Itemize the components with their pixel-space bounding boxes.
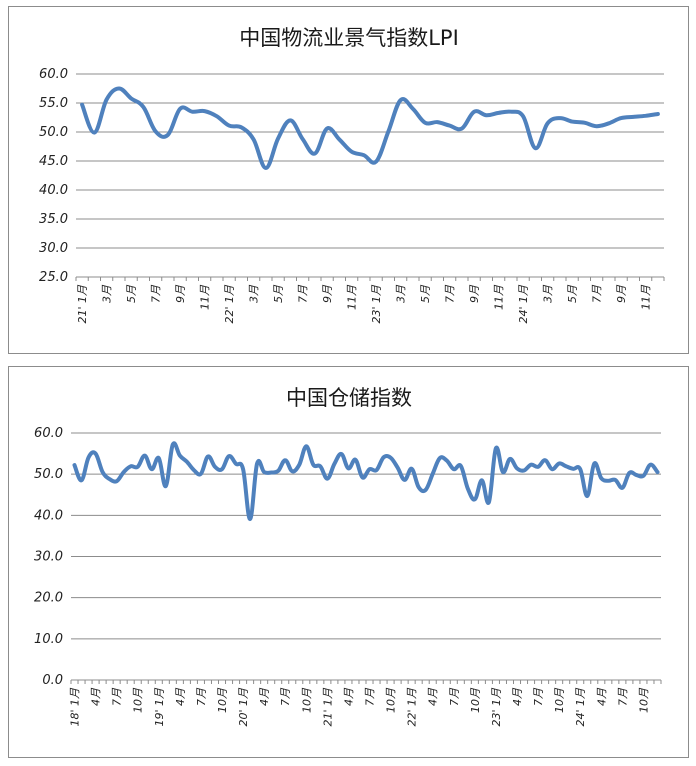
- lpi-line-chart: 中国物流业景气指数LPI 25.0 30.0 35.0 40.0 45.0 50.0 55.…: [39, 26, 665, 324]
- x-tick-label: 10月: [553, 687, 566, 713]
- x-axis-ticks: 18' 1月 4月 7月 10月 19' 1月 4月 7月 10月 20' 1月 4月 7月 10月 2…: [69, 680, 662, 727]
- x-tick-label: 22' 1月: [223, 284, 236, 324]
- x-tick-label: 11月: [346, 284, 359, 310]
- x-tick-label: 11月: [493, 284, 506, 310]
- series-layer: [80, 86, 660, 170]
- series-line: [72, 441, 660, 522]
- x-tick-label: 10月: [132, 687, 145, 713]
- x-tick-label: 22' 1月: [406, 687, 419, 727]
- y-tick-label: 40.0: [39, 183, 68, 198]
- x-tick-label: 3月: [542, 284, 555, 303]
- x-tick-label: 4月: [258, 687, 271, 706]
- x-tick-label: 5月: [125, 284, 138, 303]
- x-tick-label: 7月: [364, 687, 377, 706]
- x-tick-label: 24' 1月: [574, 687, 587, 727]
- y-axis-ticks: 25.0 30.0 35.0 40.0 45.0 50.0 55.0 60.0: [39, 67, 68, 285]
- x-tick-label: 4月: [427, 687, 440, 706]
- chart-panel-warehouse: 中国仓储指数 0.0 10.0 20.0 30.0 40.0 50.0 60.0 18' 1…: [8, 366, 689, 758]
- y-tick-label: 50.0: [34, 467, 63, 482]
- x-tick-label: 23' 1月: [370, 284, 383, 324]
- x-tick-label: 7月: [297, 284, 310, 303]
- x-tick-label: 9月: [321, 284, 334, 303]
- y-tick-label: 30.0: [39, 241, 68, 256]
- x-tick-label: 7月: [616, 687, 629, 706]
- x-tick-label: 7月: [448, 687, 461, 706]
- x-tick-label: 10月: [385, 687, 398, 713]
- x-tick-label: 7月: [195, 687, 208, 706]
- x-tick-label: 4月: [90, 687, 103, 706]
- chart-panel-lpi: 中国物流业景气指数LPI 25.0 30.0 35.0 40.0 45.0 50.0 55.…: [8, 6, 689, 354]
- x-tick-label: 10月: [300, 687, 313, 713]
- x-tick-label: 3月: [248, 284, 261, 303]
- x-tick-label: 21' 1月: [76, 284, 89, 324]
- y-tick-label: 20.0: [34, 591, 63, 606]
- x-tick-label: 24' 1月: [517, 284, 530, 324]
- x-tick-label: 11月: [640, 284, 653, 310]
- chart-title: 中国物流业景气指数LPI: [239, 26, 459, 50]
- x-tick-label: 5月: [419, 284, 432, 303]
- x-tick-label: 20' 1月: [237, 687, 250, 727]
- y-tick-label: 45.0: [39, 154, 68, 169]
- x-tick-label: 3月: [101, 284, 114, 303]
- x-tick-label: 4月: [342, 687, 355, 706]
- x-tick-label: 7月: [111, 687, 124, 706]
- y-tick-label: 60.0: [39, 67, 68, 82]
- x-tick-label: 21' 1月: [321, 687, 334, 727]
- x-tick-label: 9月: [615, 284, 628, 303]
- y-tick-label: 0.0: [42, 673, 63, 688]
- x-tick-label: 10月: [216, 687, 229, 713]
- x-axis-ticks: 21' 1月 3月 5月 7月 9月 11月 22' 1月 3月 5月 7月 9月 11月 23' 1月…: [75, 277, 665, 324]
- x-tick-label: 9月: [468, 284, 481, 303]
- warehouse-index-line-chart: 中国仓储指数 0.0 10.0 20.0 30.0 40.0 50.0 60.0 18' 1…: [34, 386, 662, 727]
- y-tick-label: 10.0: [34, 632, 63, 647]
- x-tick-label: 7月: [279, 687, 292, 706]
- y-tick-label: 25.0: [39, 270, 68, 285]
- x-tick-label: 9月: [174, 284, 187, 303]
- y-axis-ticks: 0.0 10.0 20.0 30.0 40.0 50.0 60.0: [34, 426, 63, 688]
- x-tick-label: 7月: [444, 284, 457, 303]
- y-tick-label: 40.0: [34, 508, 63, 523]
- series-layer: [72, 441, 660, 522]
- series-line: [80, 86, 660, 170]
- x-tick-label: 10月: [469, 687, 482, 713]
- y-tick-label: 30.0: [34, 550, 63, 565]
- x-tick-label: 7月: [591, 284, 604, 303]
- x-tick-label: 4月: [595, 687, 608, 706]
- x-tick-label: 7月: [150, 284, 163, 303]
- x-tick-label: 19' 1月: [153, 687, 166, 727]
- x-tick-label: 3月: [395, 284, 408, 303]
- x-tick-label: 23' 1月: [490, 687, 503, 727]
- x-tick-label: 11月: [199, 284, 212, 310]
- x-tick-label: 4月: [511, 687, 524, 706]
- x-tick-label: 18' 1月: [69, 687, 82, 727]
- y-tick-label: 60.0: [34, 426, 63, 441]
- x-tick-label: 7月: [532, 687, 545, 706]
- chart-title: 中国仓储指数: [286, 386, 412, 410]
- x-tick-label: 4月: [174, 687, 187, 706]
- y-tick-label: 50.0: [39, 125, 68, 140]
- y-tick-label: 55.0: [39, 96, 68, 111]
- grid-lines: [76, 73, 664, 278]
- y-tick-label: 35.0: [39, 212, 68, 227]
- x-tick-label: 10月: [637, 687, 650, 713]
- x-tick-label: 5月: [272, 284, 285, 303]
- x-tick-label: 5月: [566, 284, 579, 303]
